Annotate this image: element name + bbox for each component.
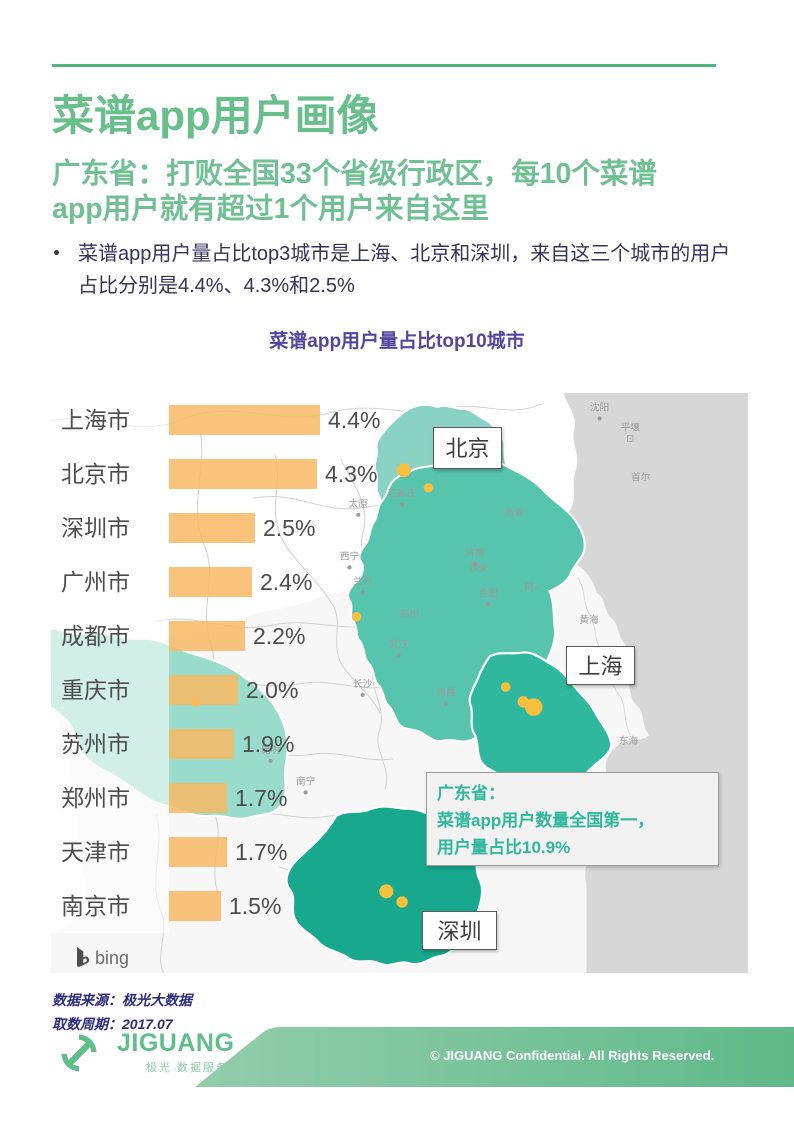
svg-text:bing: bing [95, 948, 129, 968]
